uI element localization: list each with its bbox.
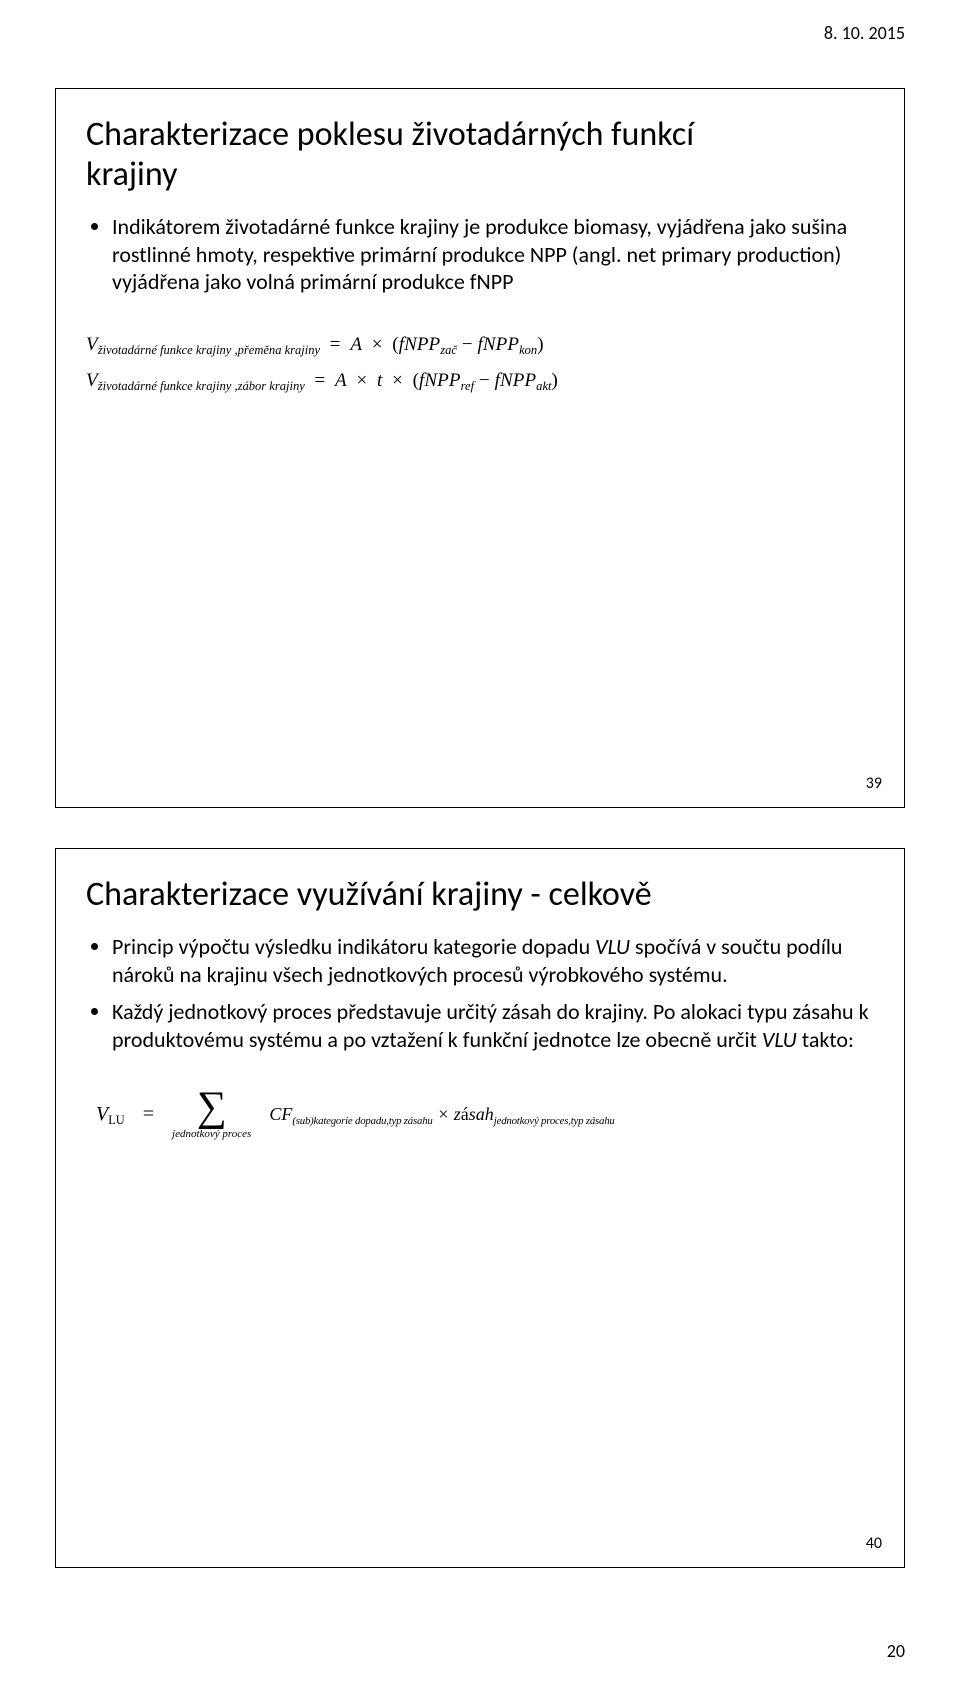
- sum-lhs-sub: LU: [108, 1113, 125, 1127]
- slide-2-bullet-2: Každý jednotkový proces představuje urči…: [112, 998, 874, 1053]
- f2-t2: fNPP: [495, 370, 537, 391]
- header-date: 8. 10. 2015: [824, 22, 905, 44]
- sum-z-post: sah: [469, 1104, 494, 1124]
- footer-page-number: 20: [887, 1640, 905, 1662]
- slide-2-bullets: Princip výpočtu výsledku indikátoru kate…: [86, 933, 874, 1053]
- f2-t1-sub: ref: [461, 379, 474, 393]
- slide-1-title-line1: Charakterizace poklesu životadárných fun…: [86, 114, 694, 155]
- f1-close: ): [537, 334, 543, 355]
- slide-2-number: 40: [866, 1534, 882, 1553]
- sum-times: ×: [433, 1104, 454, 1124]
- f2-lhs-v: V: [86, 370, 98, 391]
- slide-1-formula-1: Vživotadárné funkce krajiny ,přeměna kra…: [86, 334, 874, 356]
- f1-lhs-v: V: [86, 334, 98, 355]
- f2-lhs-sub: životadárné funkce krajiny ,zábor krajin…: [98, 379, 305, 393]
- slide-1-formula-2: Vživotadárné funkce krajiny ,zábor kraji…: [86, 370, 874, 392]
- f1-t1-sub: zač: [440, 343, 457, 357]
- sigma-sub: jednotkový proces: [172, 1129, 251, 1140]
- f2-t1: fNPP: [419, 370, 461, 391]
- sigma-icon: ∑: [197, 1089, 227, 1127]
- f2-t2-sub: akt: [536, 379, 551, 393]
- slide-box-1: Charakterizace poklesu životadárných fun…: [55, 88, 905, 808]
- sum-cf: CF: [269, 1104, 292, 1124]
- slide-1-title: Charakterizace poklesu životadárných fun…: [86, 115, 874, 195]
- sum-right: CF(sub)kategorie dopadu,typ zásahu × zás…: [269, 1104, 614, 1125]
- sum-z-acc: á: [461, 1104, 469, 1124]
- f1-lhs-sub: životadárné funkce krajiny ,přeměna kraj…: [98, 343, 320, 357]
- f2-close: ): [551, 370, 557, 391]
- b2-pre: Každý jednotkový proces představuje urči…: [112, 998, 869, 1053]
- slide-1-bullet-1: Indikátorem životadárné funkce krajiny j…: [112, 213, 874, 296]
- f1-minus: −: [457, 334, 478, 355]
- f2-times2: ×: [392, 370, 403, 391]
- document-page: 8. 10. 2015 Charakterizace poklesu život…: [0, 0, 960, 1684]
- b1-pre: Princip výpočtu výsledku indikátoru kate…: [112, 933, 595, 960]
- b1-var: V: [595, 933, 607, 960]
- slide-1-formulas: Vživotadárné funkce krajiny ,přeměna kra…: [86, 334, 874, 392]
- sum-eq: =: [143, 1103, 154, 1126]
- slide-2-title: Charakterizace využívání krajiny - celko…: [86, 875, 874, 915]
- f2-a: A: [335, 370, 347, 391]
- b2-post: takto:: [797, 1026, 854, 1053]
- b2-var: V: [762, 1026, 774, 1053]
- slide-1-title-line2: krajiny: [86, 154, 177, 195]
- f1-t1: fNPP: [399, 334, 441, 355]
- sigma-wrap: ∑ jednotkový proces: [172, 1089, 251, 1140]
- slide-box-2: Charakterizace využívání krajiny - celko…: [55, 848, 905, 1568]
- sum-z-pre: z: [454, 1104, 461, 1124]
- slide-1-bullets: Indikátorem životadárné funkce krajiny j…: [86, 213, 874, 296]
- sum-lhs-v: V: [96, 1103, 108, 1125]
- f1-t2: fNPP: [478, 334, 520, 355]
- sum-lhs: VLU: [96, 1103, 125, 1126]
- f2-times1: ×: [356, 370, 367, 391]
- b2-var-sub: LU: [774, 1026, 796, 1053]
- sum-cf-sub: (sub)kategorie dopadu,typ zásahu: [292, 1115, 432, 1127]
- f1-times: ×: [372, 334, 383, 355]
- f2-minus: −: [474, 370, 495, 391]
- slide-2-sum-formula: VLU = ∑ jednotkový proces CF(sub)kategor…: [96, 1089, 874, 1140]
- slide-1-number: 39: [866, 774, 882, 793]
- sum-z-sub: jednotkový proces,typ zásahu: [494, 1115, 615, 1127]
- b1-var-sub: LU: [608, 933, 630, 960]
- f2-t: t: [377, 370, 382, 391]
- f1-t2-sub: kon: [519, 343, 537, 357]
- f1-a: A: [350, 334, 362, 355]
- slide-2-bullet-1: Princip výpočtu výsledku indikátoru kate…: [112, 933, 874, 988]
